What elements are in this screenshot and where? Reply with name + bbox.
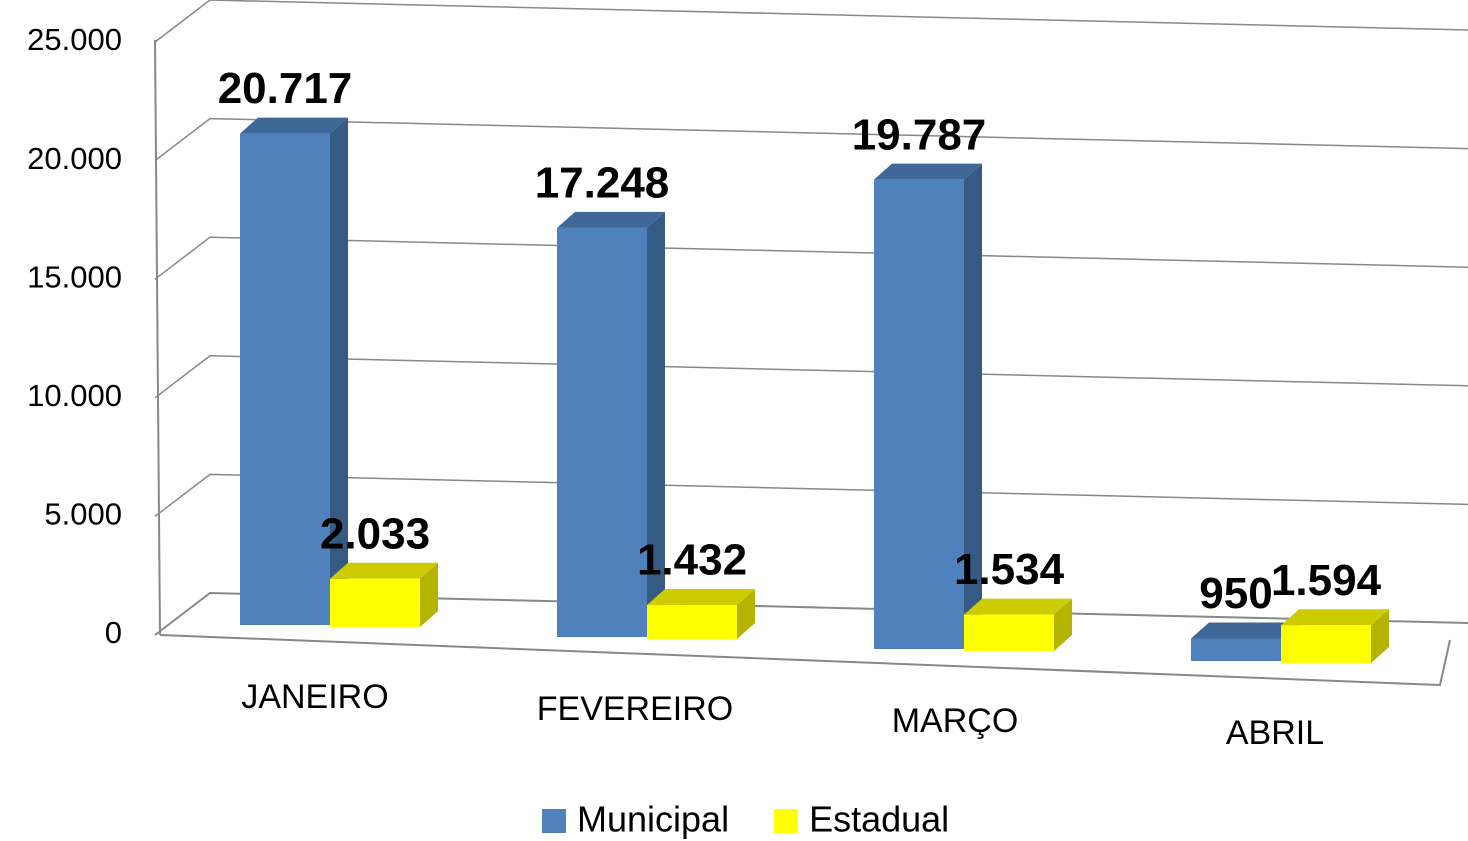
bar-top: [557, 211, 665, 228]
bar-front: [964, 614, 1054, 651]
floor-front-edge: [159, 634, 1451, 687]
y-axis: [154, 39, 161, 636]
bar-top: [1281, 609, 1389, 626]
bar-side: [420, 562, 438, 627]
legend-label: Municipal: [577, 799, 729, 840]
legend-swatch: [774, 809, 799, 833]
data-label: 17.248: [535, 159, 670, 208]
bar-top: [240, 117, 348, 134]
x-tick-label: FEVEREIRO: [537, 690, 733, 728]
bar: [330, 562, 438, 627]
bar-front: [1281, 625, 1371, 663]
legend-swatch: [542, 809, 566, 833]
bar-front: [874, 179, 964, 650]
bar-front: [647, 605, 737, 639]
bar: [647, 589, 755, 639]
y-tick-label: 5.000: [44, 497, 122, 532]
bar-side: [647, 211, 665, 637]
bar-top: [964, 598, 1072, 615]
bar-side: [737, 589, 755, 639]
bar: [240, 117, 348, 625]
y-tick-label: 25.000: [27, 22, 122, 57]
data-label: 20.717: [218, 64, 353, 113]
bar-side: [1054, 598, 1072, 651]
bar: [874, 163, 982, 650]
grid-line: [154, 117, 1468, 162]
y-tick-label: 20.000: [27, 141, 122, 176]
bar-front: [557, 227, 647, 637]
grid-line: [154, 236, 1468, 280]
data-label: 1.432: [637, 536, 747, 585]
data-label: 950: [1199, 569, 1272, 618]
data-label: 2.033: [320, 509, 430, 558]
grid-line: [154, 0, 1468, 43]
bar: [964, 598, 1072, 651]
x-tick-label: JANEIRO: [241, 678, 388, 716]
bar-side: [964, 163, 982, 650]
bar-top: [874, 163, 982, 180]
bar-front: [330, 578, 420, 627]
data-label: 1.594: [1271, 556, 1382, 605]
x-tick-label: ABRIL: [1226, 714, 1324, 752]
bar-front: [1191, 638, 1281, 661]
data-label: 19.787: [852, 110, 987, 159]
bar-top: [330, 562, 438, 579]
y-tick-label: 15.000: [27, 259, 122, 294]
bar-front: [240, 133, 330, 625]
bar-side: [330, 117, 348, 625]
bar-top: [1191, 622, 1299, 639]
bar: [1281, 609, 1389, 663]
bar-top: [647, 589, 755, 606]
x-tick-label: MARÇO: [892, 702, 1019, 740]
grid-line: [154, 473, 1468, 517]
bar-side: [1371, 609, 1389, 663]
bar: [557, 211, 665, 637]
y-tick-label: 0: [105, 615, 122, 650]
y-tick-label: 10.000: [27, 378, 122, 413]
data-label: 1.534: [954, 545, 1065, 594]
grid-line: [154, 355, 1468, 399]
legend-label: Estadual: [809, 799, 949, 840]
